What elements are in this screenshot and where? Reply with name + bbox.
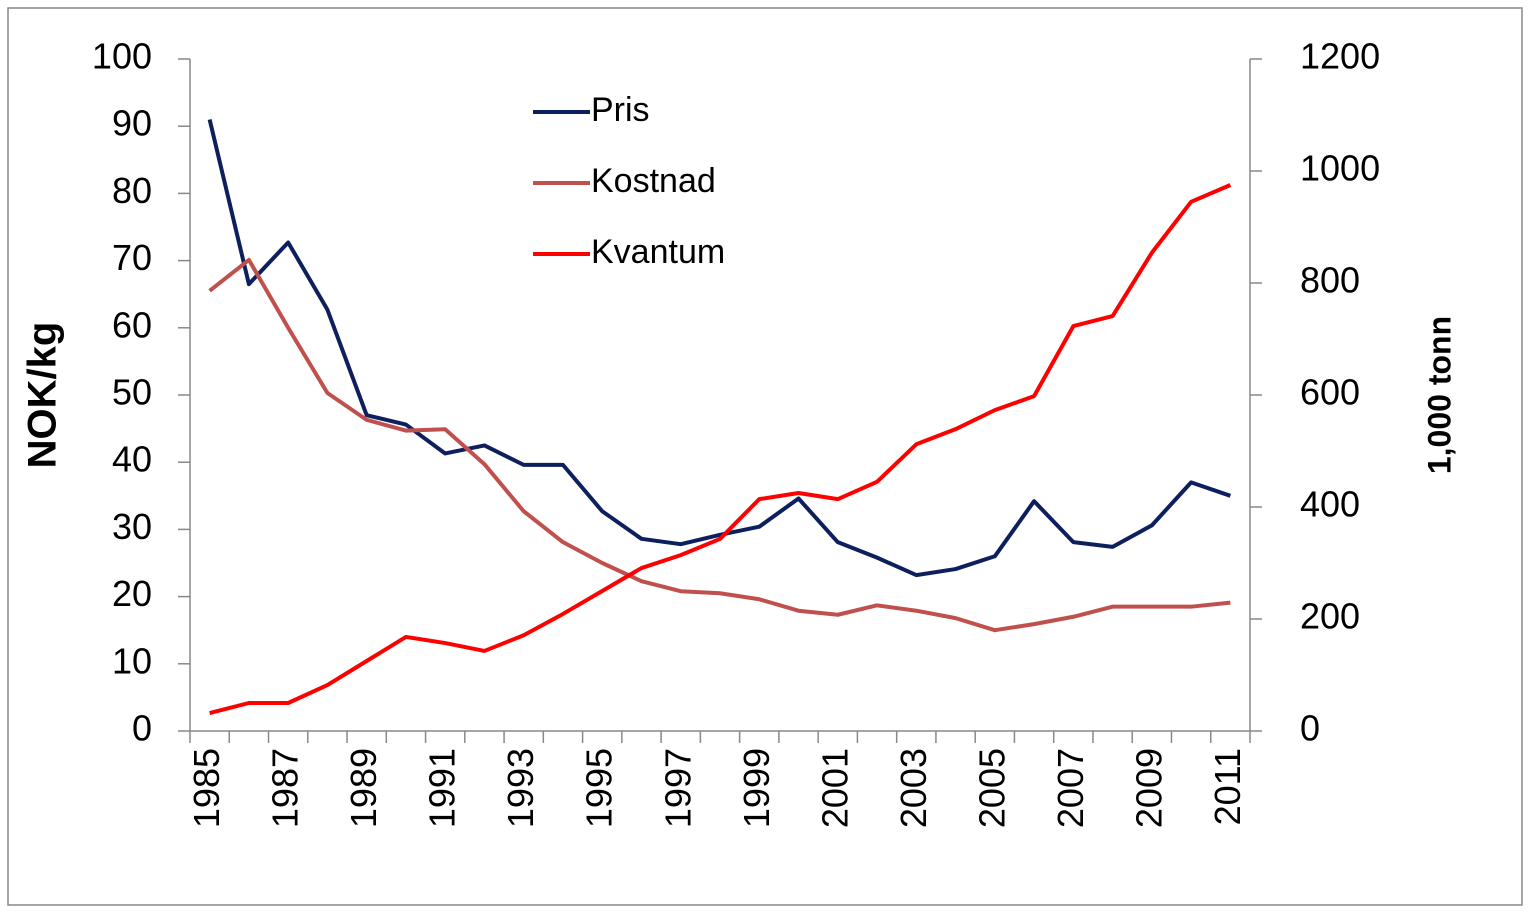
x-tick-label: 1985 [186, 748, 227, 828]
y-tick-label: 0 [132, 708, 152, 749]
y-tick-label: 50 [112, 372, 152, 413]
x-tick-label: 1997 [657, 748, 698, 828]
y-tick-label: 60 [112, 304, 152, 345]
x-tick-label: 1993 [500, 748, 541, 828]
y-tick-label: 10 [112, 640, 152, 681]
x-tick-label: 1995 [579, 748, 620, 828]
y-tick-label: 80 [112, 170, 152, 211]
y2-tick-label: 800 [1300, 260, 1360, 301]
y-tick-label: 40 [112, 439, 152, 480]
x-tick-label: 2011 [1207, 748, 1248, 825]
legend-label: Pris [591, 91, 650, 129]
y2-tick-label: 0 [1300, 708, 1320, 749]
x-tick-label: 2003 [893, 748, 934, 828]
legend-label: Kostnad [591, 162, 716, 200]
x-tick-label: 1991 [422, 748, 463, 828]
y-axis-label: NOK/kg [21, 322, 65, 469]
y-tick-label: 100 [92, 36, 152, 77]
x-tick-label: 1987 [265, 748, 306, 828]
x-tick-label: 2007 [1050, 748, 1091, 828]
chart-border [7, 7, 1523, 906]
x-tick-label: 2001 [814, 748, 855, 828]
x-tick-label: 2009 [1128, 748, 1169, 828]
y2-tick-label: 1200 [1300, 36, 1380, 77]
y-tick-label: 20 [112, 573, 152, 614]
legend-label: Kvantum [591, 233, 725, 271]
y2-tick-label: 200 [1300, 596, 1360, 637]
y2-tick-label: 1000 [1300, 148, 1380, 189]
y-tick-label: 30 [112, 506, 152, 547]
x-tick-label: 2005 [971, 748, 1012, 828]
y2-axis-label: 1,000 tonn [1421, 316, 1457, 474]
y2-tick-label: 400 [1300, 484, 1360, 525]
y-tick-label: 70 [112, 237, 152, 278]
series-line [207, 119, 1232, 578]
x-tick-label: 1999 [736, 748, 777, 828]
series-line [208, 257, 1231, 633]
y-tick-label: 90 [112, 103, 152, 144]
series-line [209, 183, 1232, 716]
y2-tick-label: 600 [1300, 372, 1360, 413]
x-tick-label: 1989 [343, 748, 384, 828]
